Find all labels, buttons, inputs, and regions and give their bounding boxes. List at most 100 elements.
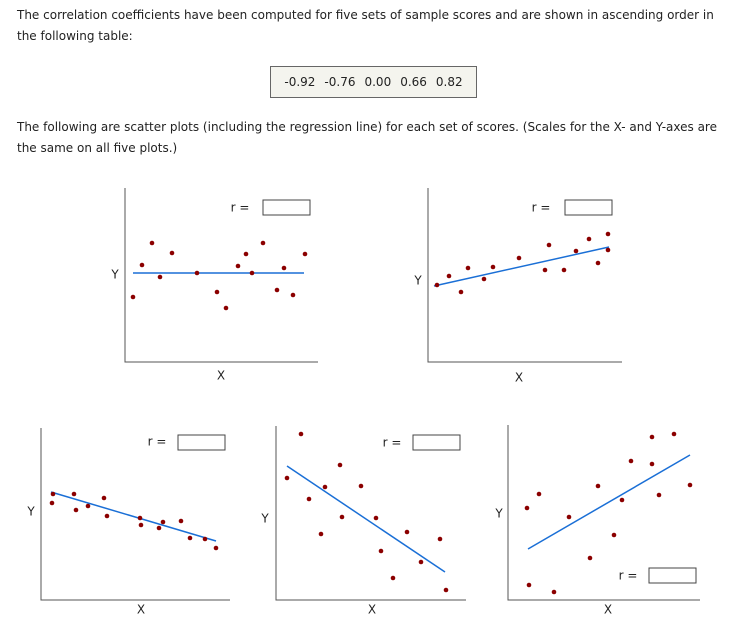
- data-point: [418, 559, 424, 565]
- data-point: [298, 431, 304, 437]
- table-cell: 0.82: [435, 75, 463, 89]
- data-point: [243, 251, 249, 257]
- r-label: r =: [532, 201, 551, 215]
- data-point: [73, 507, 79, 513]
- y-axis-label: Y: [413, 274, 422, 288]
- data-point: [490, 264, 496, 270]
- data-point: [50, 491, 56, 497]
- data-point: [85, 503, 91, 509]
- data-point: [687, 482, 693, 488]
- table-cell: -0.92: [284, 75, 316, 89]
- data-point: [101, 495, 107, 501]
- data-point: [649, 434, 655, 440]
- data-point: [213, 545, 219, 551]
- r-input[interactable]: [412, 434, 461, 451]
- y-axis-label: Y: [110, 268, 119, 282]
- data-point: [443, 587, 449, 593]
- data-point: [223, 305, 229, 311]
- regression-line: [50, 491, 217, 542]
- y-axis-label: Y: [26, 505, 35, 519]
- data-point: [306, 496, 312, 502]
- data-point: [358, 483, 364, 489]
- table-cell: -0.76: [324, 75, 356, 89]
- axes: [427, 188, 622, 363]
- data-point: [446, 273, 452, 279]
- data-point: [378, 548, 384, 554]
- data-point: [156, 525, 162, 531]
- data-point: [71, 491, 77, 497]
- data-point: [481, 276, 487, 282]
- regression-line: [527, 454, 691, 550]
- axes: [124, 188, 318, 363]
- axes: [275, 426, 466, 601]
- r-label: r =: [383, 436, 402, 450]
- data-point: [249, 270, 255, 276]
- data-point: [373, 515, 379, 521]
- data-point: [587, 555, 593, 561]
- data-point: [605, 247, 611, 253]
- data-point: [437, 536, 443, 542]
- axes: [40, 428, 230, 601]
- data-point: [202, 536, 208, 542]
- data-point: [178, 518, 184, 524]
- regression-line: [286, 465, 446, 573]
- data-point: [536, 491, 542, 497]
- r-label: r =: [231, 201, 250, 215]
- data-point: [649, 461, 655, 467]
- data-point: [595, 483, 601, 489]
- data-point: [284, 475, 290, 481]
- data-point: [656, 492, 662, 498]
- data-point: [104, 513, 110, 519]
- data-point: [605, 231, 611, 237]
- r-input[interactable]: [648, 567, 697, 584]
- data-point: [130, 294, 136, 300]
- data-point: [526, 582, 532, 588]
- data-point: [611, 532, 617, 538]
- data-point: [586, 236, 592, 242]
- data-point: [138, 522, 144, 528]
- data-point: [187, 535, 193, 541]
- coefficient-table: -0.92 -0.76 0.00 0.66 0.82: [270, 66, 477, 98]
- x-axis-label: X: [217, 369, 225, 383]
- data-point: [339, 514, 345, 520]
- x-axis-label: X: [604, 603, 612, 617]
- x-axis-label: X: [368, 603, 376, 617]
- table-cell: 0.00: [364, 75, 392, 89]
- data-point: [516, 255, 522, 261]
- r-input[interactable]: [564, 199, 613, 216]
- data-point: [157, 274, 163, 280]
- data-point: [160, 519, 166, 525]
- r-input[interactable]: [177, 434, 226, 451]
- r-label: r =: [148, 435, 167, 449]
- data-point: [619, 497, 625, 503]
- data-point: [595, 260, 601, 266]
- data-point: [274, 287, 280, 293]
- data-point: [628, 458, 634, 464]
- data-point: [322, 484, 328, 490]
- data-point: [434, 282, 440, 288]
- table-cell: 0.66: [400, 75, 427, 89]
- data-point: [573, 248, 579, 254]
- y-axis-label: Y: [494, 507, 503, 521]
- data-point: [137, 515, 143, 521]
- data-point: [139, 262, 145, 268]
- data-point: [465, 265, 471, 271]
- data-point: [458, 289, 464, 295]
- data-point: [235, 263, 241, 269]
- x-axis-label: X: [137, 603, 145, 617]
- description-text: The following are scatter plots (includi…: [17, 120, 717, 155]
- data-point: [260, 240, 266, 246]
- data-point: [551, 589, 557, 595]
- data-point: [290, 292, 296, 298]
- data-point: [390, 575, 396, 581]
- data-point: [49, 500, 55, 506]
- data-point: [318, 531, 324, 537]
- regression-line: [433, 246, 610, 287]
- r-input[interactable]: [262, 199, 311, 216]
- data-point: [194, 270, 200, 276]
- data-point: [546, 242, 552, 248]
- data-point: [169, 250, 175, 256]
- x-axis-label: X: [515, 371, 523, 385]
